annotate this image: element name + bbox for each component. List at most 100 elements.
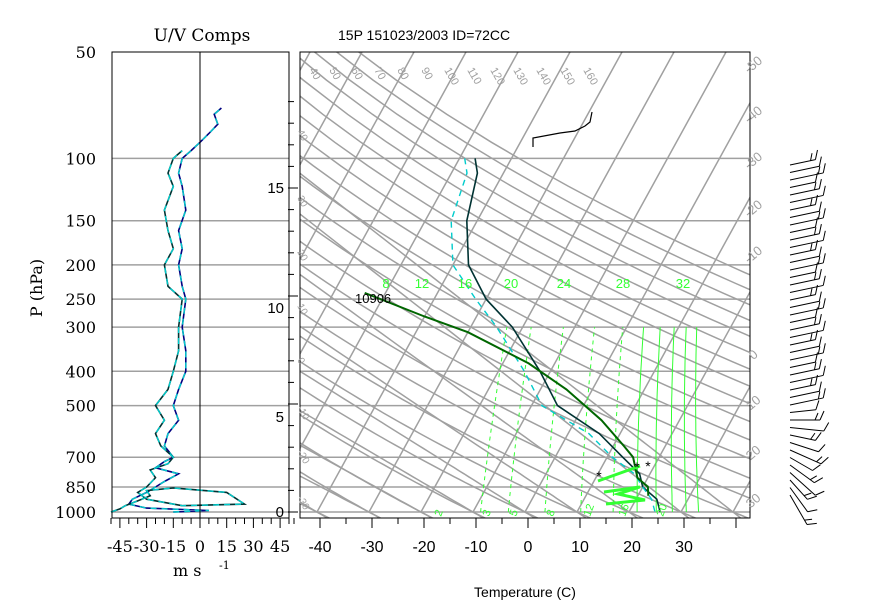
mixing-ratio-line [580,327,596,513]
uv-x-ticks: -45 -30 -15 0 15 30 45 [107,518,290,556]
wind-barb [789,298,826,316]
wind-barb-flag [810,153,813,161]
wind-barb-staff [789,239,824,248]
temp-tick-label--40: -40 [308,539,331,556]
dry-adiabat-label-100: 100 [441,66,461,88]
wind-barb-flag [818,381,822,392]
wind-barb-flag [818,291,822,302]
mixing-ratio-line [612,327,624,513]
wind-barb-flag [818,224,822,234]
wind-barb [789,230,826,248]
mixing-ratio-lines [480,327,700,513]
moist-adiabat-lines [300,172,742,518]
wind-barb-flag [817,391,821,400]
uv-series-u [127,107,222,513]
dry-adiabat [300,114,750,370]
wind-barb-flag [822,185,826,196]
pressure-tick-50: 50 [76,43,96,62]
left-adiabat-label-7: -30 [294,494,311,512]
mixing-ratio-top-label-32: 32 [676,276,690,291]
wind-barb [789,329,818,346]
surface-asterisk-0: * [596,468,602,484]
pressure-tick-250: 250 [65,290,96,309]
moist-adiabat [300,325,588,518]
mixing-ratio-line [683,327,687,513]
temp-tick-label--30: -30 [360,539,383,556]
wind-barb-flag [823,422,830,432]
wind-barb [789,432,822,441]
pressure-tick-300: 300 [65,318,96,337]
pressure-tick-700: 700 [65,448,96,467]
wind-barb-flag [814,374,818,385]
wind-barb-staff [789,278,820,286]
wind-barb-flag [817,211,821,220]
wind-barb-staff [789,300,820,308]
wind-barb-flag [817,346,821,355]
wind-barb-flag [809,475,818,481]
wind-barb [789,457,821,471]
temperature-x-ticks: -40 -30 -20 -10 0 10 20 30 [293,518,737,556]
left-adiabat-label-0: 40 [294,128,309,144]
isobar-gridlines [300,157,750,513]
wind-barb-staff [789,316,816,323]
isotherm [0,52,102,512]
mixing-ratio-line [655,327,661,512]
uv-tick-label-15: 15 [217,537,237,556]
dry-adiabat [300,95,750,354]
wind-barb-staff [789,284,824,293]
wind-barb-flag [813,362,817,370]
wind-barb-staff [789,409,816,413]
wind-barb-staff [789,427,824,432]
wind-barb-flag [818,336,822,347]
dry-adiabat [300,218,750,460]
wind-barb-flag [814,217,818,228]
wind-barb [790,410,825,421]
wind-barb-flag [822,163,826,174]
wind-barb-staff [789,464,815,484]
dry-adiabat [300,414,487,518]
isotherm [472,52,727,513]
wind-barb-flag [817,301,821,310]
wind-barb-staff [789,449,822,465]
height-tick-15: 15 [267,180,284,197]
wind-barb-staff [789,442,819,453]
wind-barb-staff [789,255,820,263]
wind-barb-staff [789,204,816,211]
wind-barb-staff [789,384,816,391]
wind-barb-flag [818,201,822,212]
wind-barb-staff [789,494,808,525]
wind-barb-flag [807,495,817,500]
wind-barb-flag [822,230,826,241]
moist-adiabat [300,273,639,518]
wind-barb-staff [789,159,816,166]
left-adiabat-label-2: 20 [294,248,309,264]
wind-barb-flag [810,288,813,296]
wind-barb-staff [789,434,816,441]
dry-adiabat [300,442,435,518]
wind-barb [789,291,822,308]
mixing-ratio-line [480,327,508,513]
moist-adiabat [300,475,383,518]
wind-barb-flag [814,262,818,273]
wind-barb-flag [815,490,825,496]
wind-barb-flag [818,179,822,189]
dry-adiabat [313,52,750,306]
uv-x-axis-exponent: -1 [219,559,230,572]
mixing-ratio-bottom-label-2: 2 [433,508,446,518]
wind-barb-flag [810,378,813,386]
mixing-ratio-bottom-label-3: 3 [481,508,494,518]
wind-barb [789,149,818,166]
wind-barb [789,262,818,278]
wind-barb-flag [814,149,818,160]
height-marker-label: 10906 [355,291,391,306]
dry-adiabat-label-80: 80 [394,66,411,83]
wind-barb [789,400,820,413]
wind-barb [789,365,826,383]
wind-barb-staff [789,210,820,218]
moist-adiabat-label-3: -20 [741,197,765,221]
wind-barb-flag [822,253,826,264]
isotherm [300,52,311,72]
pressure-tick-150: 150 [65,212,96,231]
surface-markers: * * * [596,458,651,506]
left-adiabat-label-3: 10 [294,302,309,318]
